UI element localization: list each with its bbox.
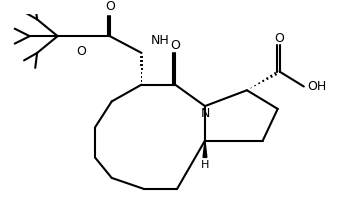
Text: N: N bbox=[200, 107, 210, 120]
Text: O: O bbox=[170, 39, 180, 52]
Text: NH: NH bbox=[151, 34, 170, 47]
Text: O: O bbox=[105, 0, 115, 13]
Text: O: O bbox=[76, 45, 86, 59]
Polygon shape bbox=[203, 141, 207, 157]
Text: OH: OH bbox=[308, 80, 327, 93]
Text: H: H bbox=[201, 160, 209, 170]
Text: O: O bbox=[274, 32, 285, 44]
